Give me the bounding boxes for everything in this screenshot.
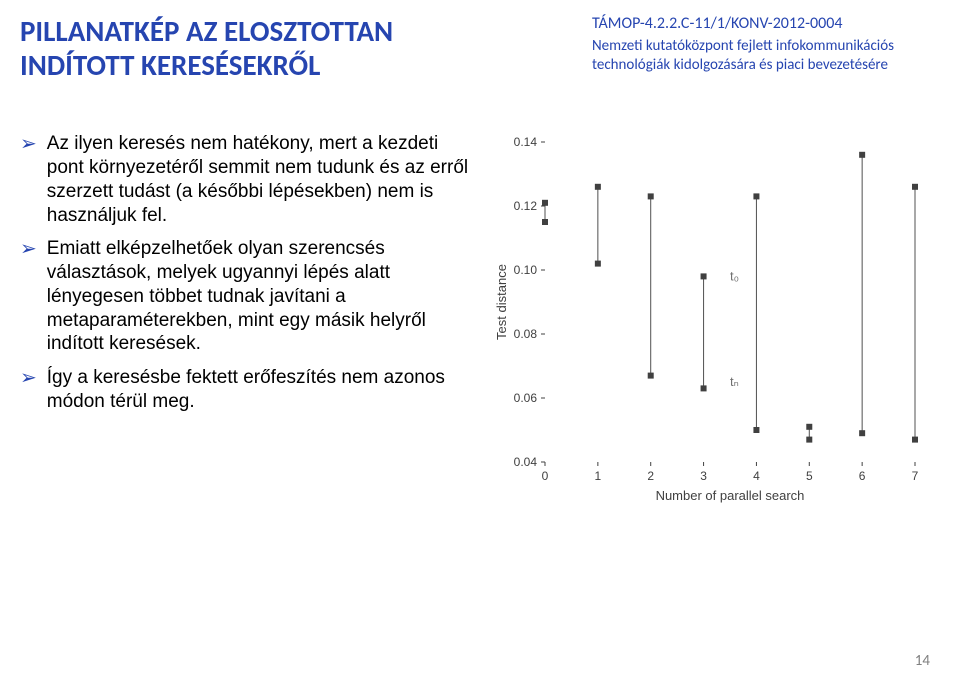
svg-text:Number of parallel search: Number of parallel search xyxy=(656,488,805,503)
svg-text:1: 1 xyxy=(595,469,602,483)
svg-text:0.04: 0.04 xyxy=(514,455,538,469)
bullet-arrow-icon: ➢ xyxy=(20,132,37,156)
bullet-arrow-icon: ➢ xyxy=(20,366,37,390)
svg-text:t₀: t₀ xyxy=(730,269,739,284)
bullet-text: Így a keresésbe fektett erőfeszítés nem … xyxy=(47,366,470,414)
svg-text:7: 7 xyxy=(912,469,919,483)
content-area: ➢ Az ilyen keresés nem hatékony, mert a … xyxy=(0,132,960,512)
list-item: ➢ Az ilyen keresés nem hatékony, mert a … xyxy=(20,132,470,227)
svg-text:5: 5 xyxy=(806,469,813,483)
bullet-list: ➢ Az ilyen keresés nem hatékony, mert a … xyxy=(20,132,480,512)
svg-text:2: 2 xyxy=(647,469,654,483)
svg-text:3: 3 xyxy=(700,469,707,483)
svg-text:6: 6 xyxy=(859,469,866,483)
title-line-1: PILLANATKÉP AZ ELOSZTOTTAN xyxy=(20,13,393,49)
header: PILLANATKÉP AZ ELOSZTOTTAN INDÍTOTT KERE… xyxy=(0,0,960,82)
chart-container: 0.04 0.06 0.08 0.10 0.12 0.14 0 1 2 3 4 5 6 7 t₀ tₙ Test… xyxy=(490,132,930,512)
svg-text:tₙ: tₙ xyxy=(730,374,739,389)
bullet-arrow-icon: ➢ xyxy=(20,237,37,261)
bullet-text: Az ilyen keresés nem hatékony, mert a ke… xyxy=(47,132,470,227)
svg-text:0: 0 xyxy=(542,469,549,483)
project-description: Nemzeti kutatóközpont fejlett infokommun… xyxy=(592,37,932,75)
svg-text:0.12: 0.12 xyxy=(514,199,538,213)
svg-text:0.14: 0.14 xyxy=(514,135,538,149)
svg-text:0.06: 0.06 xyxy=(514,391,538,405)
bullet-text: Emiatt elképzelhetőek olyan szerencsés v… xyxy=(47,237,470,356)
page-title: PILLANATKÉP AZ ELOSZTOTTAN INDÍTOTT KERE… xyxy=(20,14,393,82)
svg-text:0.10: 0.10 xyxy=(514,263,538,277)
project-info: TÁMOP-4.2.2.C-11/1/KONV-2012-0004 Nemzet… xyxy=(592,14,932,75)
page-number: 14 xyxy=(915,652,930,670)
svg-text:4: 4 xyxy=(753,469,760,483)
title-line-2: INDÍTOTT KERESÉSEKRŐL xyxy=(20,47,320,83)
test-distance-chart: 0.04 0.06 0.08 0.10 0.12 0.14 0 1 2 3 4 5 6 7 t₀ tₙ Test… xyxy=(490,132,930,512)
svg-text:0.08: 0.08 xyxy=(514,327,538,341)
project-code: TÁMOP-4.2.2.C-11/1/KONV-2012-0004 xyxy=(592,14,932,33)
list-item: ➢ Emiatt elképzelhetőek olyan szerencsés… xyxy=(20,237,470,356)
list-item: ➢ Így a keresésbe fektett erőfeszítés ne… xyxy=(20,366,470,414)
svg-text:Test distance: Test distance xyxy=(494,265,509,341)
